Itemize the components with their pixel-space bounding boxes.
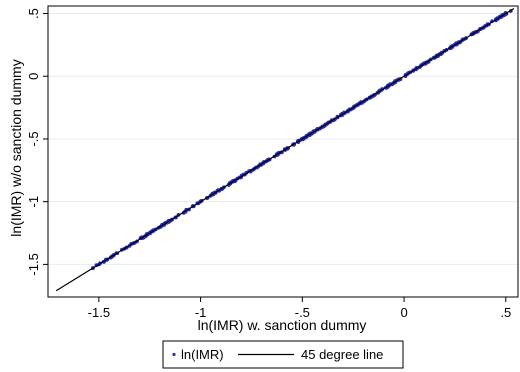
y-axis-label: ln(IMR) w/o sanction dummy [8, 59, 24, 236]
x-axis-ticks: -1.5 -1 -.5 0 .5 [88, 297, 511, 320]
legend: ln(IMR) 45 degree line [162, 340, 404, 369]
x-tick-label: -1 [195, 305, 207, 320]
series-line-45-degree [55, 7, 515, 292]
x-tick-label: -1.5 [88, 305, 110, 320]
y-axis-ticks: -1.5 -1 -.5 0 .5 [26, 8, 48, 276]
legend-label-45-degree: 45 degree line [301, 347, 383, 362]
x-tick-label: 0 [400, 305, 407, 320]
y-tick-label: -1 [26, 196, 41, 208]
y-tick-label: -1.5 [26, 253, 41, 275]
legend-label-ln-imr: ln(IMR) [181, 347, 224, 362]
plot-frame [47, 5, 519, 298]
x-tick-label: -.5 [295, 305, 310, 320]
y-tick-label: -.5 [26, 131, 41, 146]
grid-lines [48, 13, 518, 265]
x-axis-label: ln(IMR) w. sanction dummy [198, 317, 367, 333]
y-tick-label: .5 [26, 8, 41, 19]
y-tick-label: 0 [26, 73, 41, 80]
legend-marker-ln-imr [172, 352, 176, 357]
x-tick-label: .5 [500, 305, 511, 320]
